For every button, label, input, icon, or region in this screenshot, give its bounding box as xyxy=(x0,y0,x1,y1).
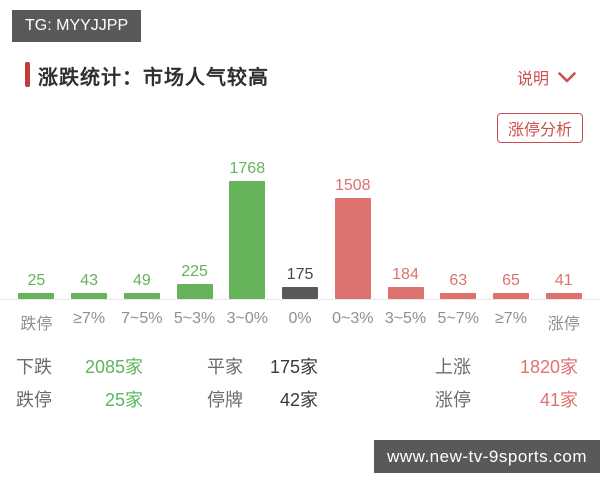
bar-slot: 1508 xyxy=(326,177,379,299)
chart-bar-7~5%[interactable] xyxy=(123,293,160,299)
summary-label: 平家 xyxy=(207,357,243,377)
summary-value: 25家 xyxy=(104,390,143,410)
x-tick-label: 跌停 xyxy=(20,316,53,333)
summary-value: 1820家 xyxy=(519,357,578,377)
summary-value: 41家 xyxy=(539,390,578,410)
chart-bar-≥7%[interactable] xyxy=(71,293,108,299)
x-tick-label: ≥7% xyxy=(495,310,527,327)
x-tick-label: 5~7% xyxy=(437,310,479,327)
bar-slot: 25 xyxy=(10,272,63,299)
bar-slot: 41 xyxy=(537,272,590,299)
bar-value-label: 175 xyxy=(286,266,314,283)
bar-slot: 65 xyxy=(485,272,538,299)
summary-value: 175家 xyxy=(269,357,318,377)
x-tick-label: 0~3% xyxy=(332,310,374,327)
bar-slot: 63 xyxy=(432,272,485,299)
bar-value-label: 43 xyxy=(80,272,98,289)
summary-group-down: 下跌 2085家 跌停 25家 xyxy=(16,353,143,419)
chart-bar-≥7%[interactable] xyxy=(492,293,529,299)
bar-value-label: 1508 xyxy=(334,177,371,194)
summary-label: 停牌 xyxy=(207,390,243,410)
bar-slot: 225 xyxy=(168,263,221,299)
summary-row: 跌停 25家 xyxy=(16,386,143,410)
summary-row: 停牌 42家 xyxy=(207,386,318,410)
chart-bar-0~3%[interactable] xyxy=(334,198,371,299)
x-tick-label: 5~3% xyxy=(173,310,216,327)
summary-row: 涨停 41家 xyxy=(435,386,578,410)
chart-bar-0%[interactable] xyxy=(282,287,319,299)
chart-bar-5~7%[interactable] xyxy=(440,293,477,299)
chevron-down-icon xyxy=(558,71,576,83)
x-axis-tick-labels: 跌停 ≥7% 7~5% 5~3% 3~0% 0% 0~3% 3~5% 5~7% ≥7% 涨停 xyxy=(10,310,590,334)
summary-row: 上涨 1820家 xyxy=(435,353,578,377)
bar-value-label: 65 xyxy=(502,272,520,289)
x-tick-label: ≥7% xyxy=(73,310,106,327)
bar-value-label: 25 xyxy=(27,272,46,289)
title-accent-bar xyxy=(25,62,30,87)
bar-slot: 1768 xyxy=(221,160,274,299)
site-watermark-badge: www.new-tv-9sports.com xyxy=(374,440,600,473)
summary-label: 上涨 xyxy=(435,357,471,377)
bar-value-label: 184 xyxy=(392,266,419,283)
x-tick-label: 7~5% xyxy=(121,310,163,327)
bar-slot: 175 xyxy=(274,266,327,299)
chart-bar-涨停[interactable] xyxy=(545,293,582,299)
summary-value: 42家 xyxy=(279,390,318,410)
chart-bar-3~5%[interactable] xyxy=(387,287,424,299)
summary-label: 下跌 xyxy=(16,357,52,377)
summary-value: 2085家 xyxy=(84,357,143,377)
bar-value-label: 49 xyxy=(132,272,151,289)
bar-value-label: 63 xyxy=(449,272,468,289)
summary-group-up: 上涨 1820家 涨停 41家 xyxy=(435,353,578,419)
help-toggle-label: 说明 xyxy=(516,71,549,88)
summary-row: 平家 175家 xyxy=(207,353,318,377)
x-tick-label: 3~0% xyxy=(226,310,268,327)
bar-slot: 49 xyxy=(115,272,168,299)
summary-label: 跌停 xyxy=(16,390,52,410)
telegram-watermark-badge: TG: MYYJJPP xyxy=(12,10,142,42)
bar-value-label: 225 xyxy=(181,263,208,280)
chart-bar-跌停[interactable] xyxy=(18,293,55,299)
summary-group-flat: 平家 175家 停牌 42家 xyxy=(207,353,318,419)
limit-up-analysis-button[interactable]: 涨停分析 xyxy=(496,113,583,143)
help-toggle[interactable]: 说明 xyxy=(517,65,576,89)
bar-value-label: 41 xyxy=(554,272,573,289)
summary-row: 下跌 2085家 xyxy=(16,353,143,377)
bar-value-label: 1768 xyxy=(229,160,266,177)
x-axis-line xyxy=(0,299,600,300)
summary-label: 涨停 xyxy=(435,390,471,410)
x-tick-label: 涨停 xyxy=(547,316,580,333)
bar-slot: 184 xyxy=(379,266,432,299)
chart-bar-3~0%[interactable] xyxy=(229,181,266,299)
chart-bar-5~3%[interactable] xyxy=(176,284,213,299)
x-tick-label: 0% xyxy=(288,310,312,327)
x-tick-label: 3~5% xyxy=(384,310,427,327)
bar-chart: 25 43 49 225 1768 175 1508 184 63 65 41 xyxy=(10,155,590,299)
page-title: 涨跌统计：市场人气较高 xyxy=(38,67,269,89)
bar-slot: 43 xyxy=(63,272,116,299)
